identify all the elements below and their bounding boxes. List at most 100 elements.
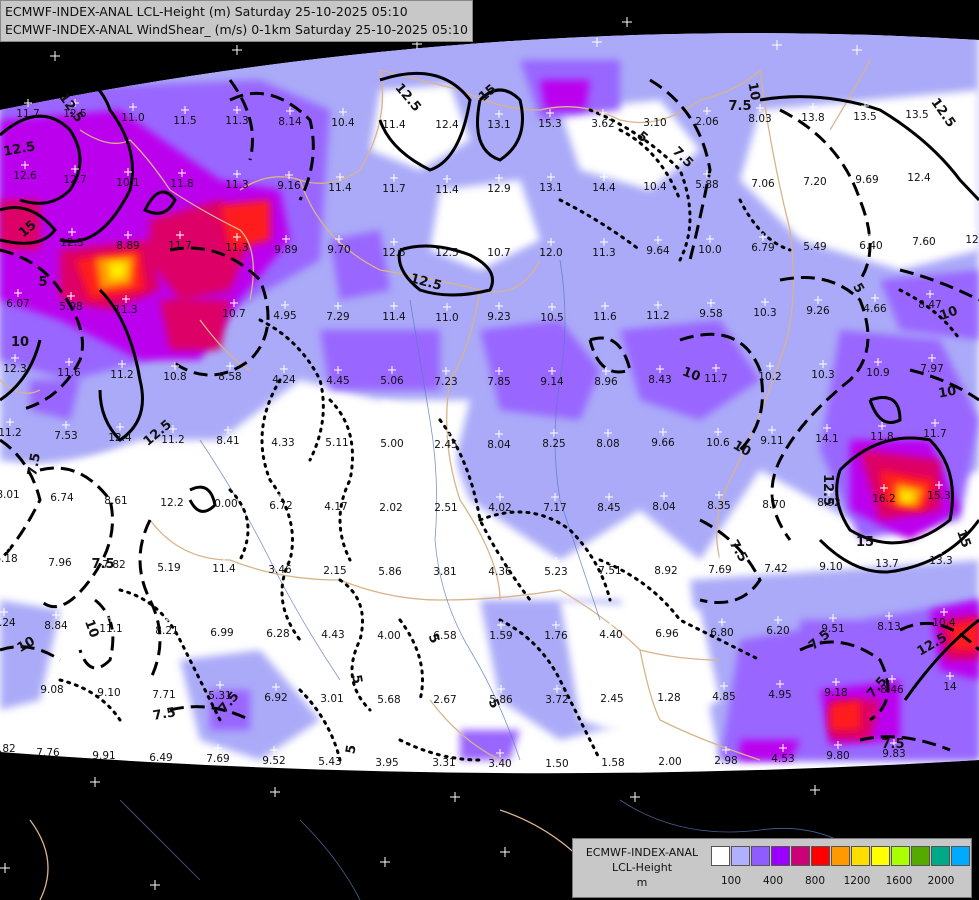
grid-value: 3.95	[375, 757, 398, 769]
grid-value: 9.11	[760, 435, 783, 447]
grid-point-marker	[608, 684, 616, 692]
grid-point-marker	[867, 231, 875, 239]
grid-point-marker	[220, 554, 228, 562]
windshear-contours-solid	[0, 58, 979, 701]
grid-value: 8.21	[155, 625, 178, 637]
legend-tick: 400	[762, 875, 784, 887]
grid-point-marker	[226, 362, 234, 370]
legend-swatch	[731, 846, 750, 866]
grid-point-marker	[335, 235, 343, 243]
grid-point-marker	[116, 423, 124, 431]
grid-value: 4.36	[488, 566, 512, 578]
grid-point-marker	[715, 491, 723, 499]
grid-values: 11.7 12.5 11.0 11.5 11.3 8.14 10.4 11.4 12.4 13.1…	[0, 99, 979, 770]
grid-point-marker	[604, 429, 612, 437]
grid-point-marker	[718, 618, 726, 626]
grid-value: 7.51	[598, 565, 621, 577]
grid-point-marker	[233, 106, 241, 114]
legend-parameter: LCL-Height	[611, 861, 673, 874]
grid-point-marker	[553, 749, 561, 757]
windshear-contours-dashed	[0, 78, 979, 752]
grid-point-marker	[759, 233, 767, 241]
grid-value: 6.07	[6, 298, 29, 310]
grid-point-marker	[224, 426, 232, 434]
grid-value: 5.88	[695, 179, 718, 191]
grid-point-marker	[2, 544, 10, 552]
grid-value: 11.6	[57, 367, 81, 379]
legend-swatch	[851, 846, 870, 866]
grid-point-marker	[776, 680, 784, 688]
grid-point-marker	[495, 174, 503, 182]
grid-value: 10.7	[487, 247, 510, 259]
grid-value: 0.00	[214, 498, 237, 510]
map-title-box: ECMWF-INDEX-ANAL LCL-Height (m) Saturday…	[0, 0, 473, 42]
grid-point-marker	[67, 292, 75, 300]
grid-point-marker	[928, 354, 936, 362]
grid-point-marker	[280, 365, 288, 373]
grid-point-marker	[124, 231, 132, 239]
grid-value: 11.3	[225, 179, 248, 191]
grid-value: 11.2	[0, 427, 22, 439]
grid-point-marker	[811, 167, 819, 175]
grid-point-marker	[0, 734, 8, 742]
grid-value: 6.72	[269, 500, 292, 512]
grid-point-marker	[548, 367, 556, 375]
grid-point-marker	[276, 555, 284, 563]
grid-point-marker	[712, 364, 720, 372]
grid-value: 11.7	[382, 183, 405, 195]
grid-point-marker	[497, 685, 505, 693]
grid-value: 11.7	[704, 373, 727, 385]
grid-point-marker	[11, 354, 19, 362]
grid-value: 8.96	[594, 376, 618, 388]
grid-point-marker	[756, 104, 764, 112]
grid-point-marker	[663, 619, 671, 627]
grid-point-marker	[52, 611, 60, 619]
grid-point-marker	[659, 428, 667, 436]
grid-value: 8.46	[880, 684, 904, 696]
grid-point-marker	[774, 616, 782, 624]
grid-point-marker	[883, 549, 891, 557]
grid-value: 12.4	[907, 172, 931, 184]
grid-point-marker	[160, 680, 168, 688]
grid-point-marker	[548, 303, 556, 311]
grid-value: 8.47	[918, 299, 941, 311]
grid-value: 11.8	[170, 178, 193, 190]
legend-swatch	[811, 846, 830, 866]
grid-point-marker	[553, 685, 561, 693]
grid-value: 5.00	[380, 438, 403, 450]
grid-point-marker	[497, 621, 505, 629]
grid-value: 5.24	[0, 617, 16, 629]
grid-value: 11.0	[121, 112, 144, 124]
grid-point-marker	[552, 557, 560, 565]
legend-swatch	[791, 846, 810, 866]
grid-point-marker	[14, 289, 22, 297]
grid-value: 13.5	[905, 109, 928, 121]
grid-point-marker	[105, 678, 113, 686]
grid-value: 14.1	[815, 433, 838, 445]
grid-point-marker	[230, 299, 238, 307]
grid-value: 7.06	[751, 178, 775, 190]
grid-value: 6.58	[433, 630, 456, 642]
grid-point-marker	[759, 169, 767, 177]
grid-value: 1.59	[489, 630, 512, 642]
grid-point-marker	[496, 557, 504, 565]
grid-point-marker	[390, 238, 398, 246]
grid-value: 11.1	[99, 623, 122, 635]
grid-value: 12.3	[3, 363, 26, 375]
grid-point-marker	[819, 360, 827, 368]
grid-point-marker	[118, 360, 126, 368]
grid-point-marker	[286, 107, 294, 115]
grid-point-marker	[24, 99, 32, 107]
grid-point-marker	[599, 109, 607, 117]
grid-value: 8.13	[877, 621, 900, 633]
grid-point-marker	[666, 747, 674, 755]
grid-value: 4.66	[863, 303, 887, 315]
grid-value: 6.40	[859, 240, 882, 252]
grid-value: 5.98	[59, 301, 82, 313]
grid-point-marker	[222, 489, 230, 497]
legend-tick: 1200	[843, 875, 871, 887]
grid-value: 8.82	[0, 743, 16, 755]
grid-value: 9.70	[327, 244, 350, 256]
